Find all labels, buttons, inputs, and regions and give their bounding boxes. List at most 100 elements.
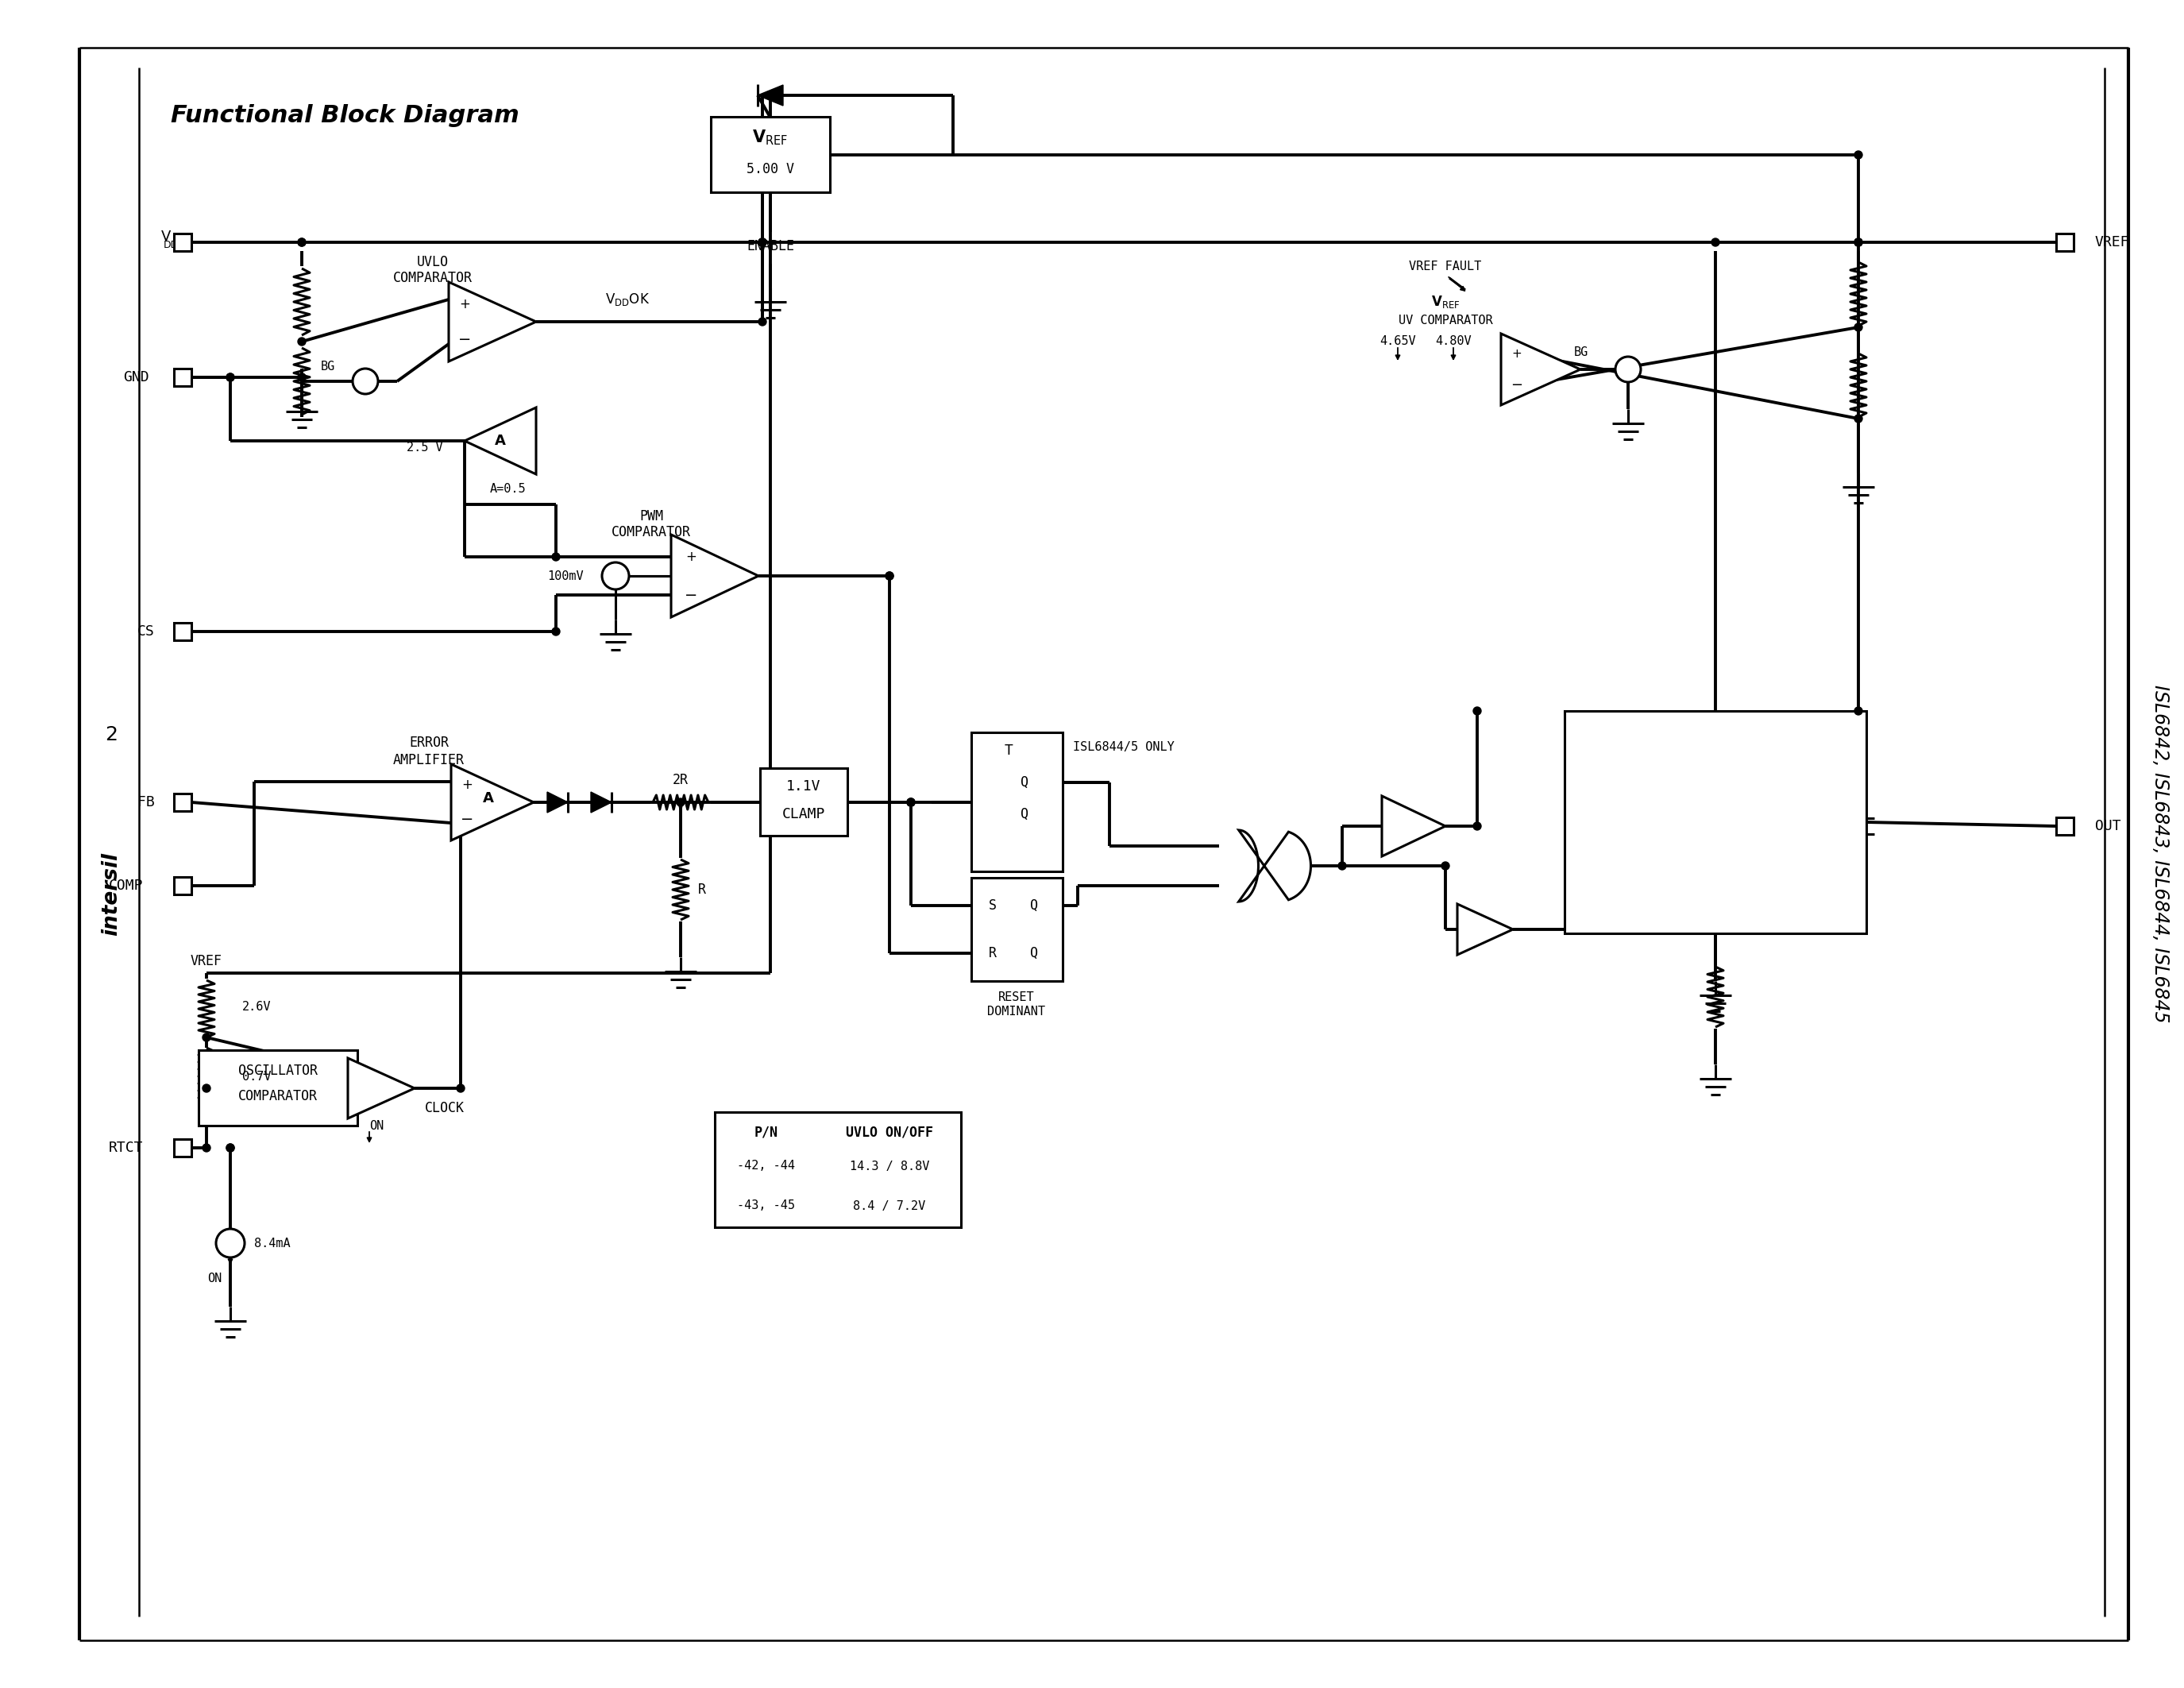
Text: DOMINANT: DOMINANT [987, 1006, 1046, 1018]
Polygon shape [1382, 797, 1446, 856]
Bar [175, 233, 192, 252]
Text: V$_{\rm REF}$: V$_{\rm REF}$ [1431, 294, 1459, 311]
Circle shape [1474, 822, 1481, 830]
Text: COMPARATOR: COMPARATOR [238, 1089, 317, 1104]
Bar [175, 368, 192, 387]
Text: ON: ON [369, 1119, 384, 1131]
Text: BG: BG [1575, 346, 1588, 358]
Text: COMP: COMP [109, 878, 142, 893]
Polygon shape [448, 282, 535, 361]
Polygon shape [347, 1058, 415, 1119]
Circle shape [1854, 238, 1863, 246]
Text: +: + [1511, 348, 1522, 360]
Circle shape [227, 373, 234, 381]
Polygon shape [452, 765, 533, 841]
Bar [2055, 233, 2073, 252]
Text: Q: Q [1020, 775, 1029, 790]
Bar [175, 623, 192, 640]
Text: 0.7V: 0.7V [242, 1070, 271, 1082]
Circle shape [297, 373, 306, 381]
Bar [175, 878, 192, 895]
Circle shape [1441, 863, 1450, 869]
Circle shape [216, 1229, 245, 1258]
Text: -43, -45: -43, -45 [738, 1200, 795, 1212]
Text: −: − [459, 331, 472, 346]
Polygon shape [1238, 830, 1310, 901]
Text: Functional Block Diagram: Functional Block Diagram [170, 103, 520, 127]
Text: VREF: VREF [190, 954, 223, 969]
Circle shape [906, 798, 915, 807]
Bar [175, 793, 192, 810]
Circle shape [553, 554, 559, 560]
Text: 100mV: 100mV [548, 571, 583, 582]
Circle shape [1616, 356, 1640, 381]
Bar [199, 1050, 358, 1126]
Text: V$_{\rm REF}$: V$_{\rm REF}$ [753, 128, 788, 147]
Text: DD: DD [164, 240, 179, 250]
Text: RESET: RESET [998, 991, 1035, 1003]
Text: S: S [989, 898, 996, 913]
Circle shape [1712, 238, 1719, 246]
Circle shape [906, 798, 915, 807]
Text: COMPARATOR: COMPARATOR [393, 270, 472, 285]
Text: A: A [483, 792, 494, 805]
Text: AMPLIFIER: AMPLIFIER [393, 753, 465, 768]
Circle shape [203, 1033, 210, 1041]
Text: +: + [461, 778, 472, 792]
Circle shape [1854, 415, 1863, 422]
Circle shape [1339, 863, 1345, 869]
Polygon shape [548, 792, 568, 812]
Bar [714, 1112, 961, 1227]
Text: 4.80V: 4.80V [1435, 336, 1472, 348]
Polygon shape [758, 84, 784, 106]
Circle shape [758, 238, 767, 246]
Circle shape [227, 373, 234, 381]
Text: ISL6842, ISL6843, ISL6844, ISL6845: ISL6842, ISL6843, ISL6844, ISL6845 [2151, 685, 2169, 1023]
Circle shape [885, 572, 893, 581]
Circle shape [1854, 238, 1863, 246]
Text: 4.65V: 4.65V [1380, 336, 1415, 348]
Text: −: − [461, 812, 474, 827]
Text: −: − [684, 587, 697, 603]
Text: Q: Q [1020, 807, 1029, 822]
Text: +: + [360, 375, 371, 388]
Circle shape [297, 238, 306, 246]
Text: R: R [989, 945, 996, 960]
Circle shape [758, 238, 767, 246]
Text: COMPARATOR: COMPARATOR [612, 525, 690, 540]
Text: V$_{\rm DD}$OK: V$_{\rm DD}$OK [605, 292, 649, 307]
Bar [2055, 817, 2073, 836]
Polygon shape [465, 407, 535, 474]
Text: UVLO: UVLO [417, 255, 448, 270]
Text: 14.3 / 8.8V: 14.3 / 8.8V [850, 1160, 930, 1171]
Circle shape [553, 628, 559, 635]
Circle shape [227, 1144, 234, 1151]
Text: Q: Q [1031, 945, 1037, 960]
Text: VREF FAULT: VREF FAULT [1409, 260, 1481, 272]
Circle shape [297, 373, 306, 381]
Text: RTCT: RTCT [109, 1141, 142, 1155]
Text: P/N: P/N [753, 1124, 778, 1139]
Text: A=0.5: A=0.5 [489, 483, 526, 495]
Circle shape [297, 238, 306, 246]
Circle shape [1854, 150, 1863, 159]
Polygon shape [592, 792, 612, 812]
Circle shape [906, 798, 915, 807]
Text: 2.5 V: 2.5 V [406, 441, 443, 452]
Text: +: + [686, 550, 697, 564]
Bar [175, 1139, 192, 1156]
Text: GND: GND [122, 370, 149, 385]
Polygon shape [1457, 905, 1514, 955]
Circle shape [1474, 707, 1481, 716]
Text: CS: CS [138, 625, 155, 638]
Circle shape [677, 798, 684, 807]
Bar [972, 878, 1064, 981]
Text: FB: FB [138, 795, 155, 810]
Text: ERROR: ERROR [408, 736, 448, 749]
Bar [710, 116, 830, 192]
Polygon shape [670, 535, 758, 618]
Text: OUT: OUT [2094, 819, 2121, 834]
Text: UVLO ON/OFF: UVLO ON/OFF [845, 1124, 933, 1139]
Text: +: + [1623, 363, 1634, 376]
Circle shape [203, 1144, 210, 1151]
